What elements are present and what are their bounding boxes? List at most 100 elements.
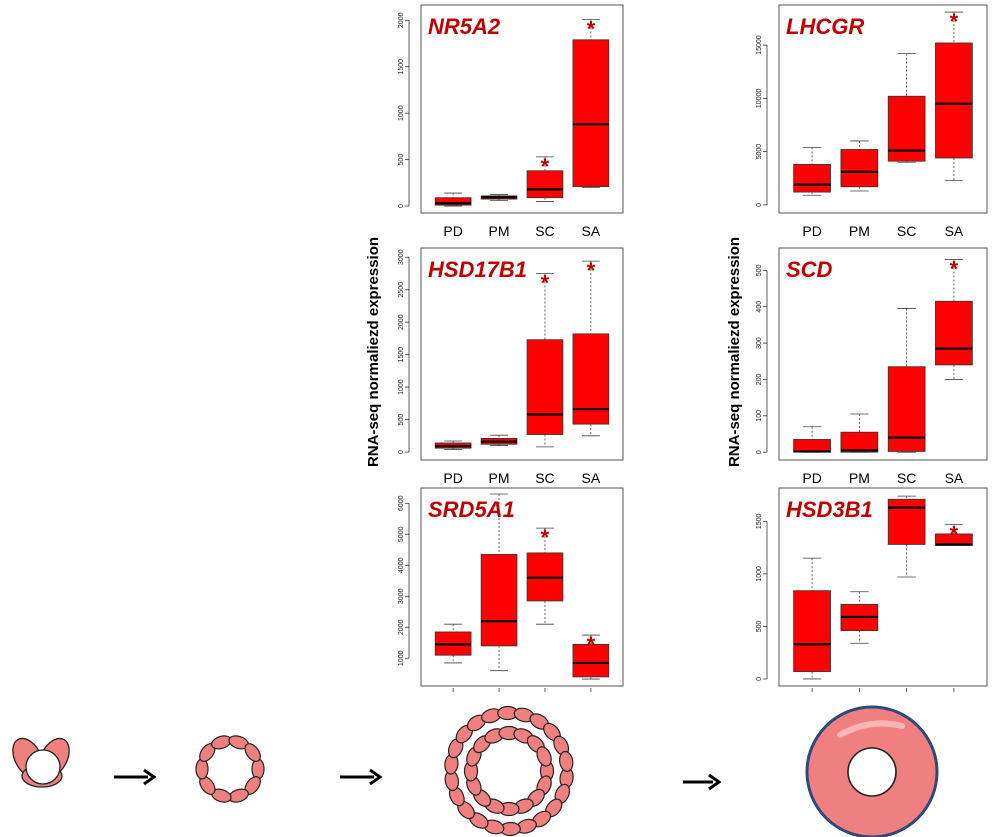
gene-title: HSD17B1 — [428, 257, 527, 282]
y-tick-label: 300 — [756, 337, 763, 349]
chart-panel: 0 500 1000 1500 2000 2500 3000 PD PM * SC * SA HSD17B… — [398, 247, 624, 486]
x-tick-label: PD — [802, 223, 821, 239]
granulosa-cell — [195, 758, 209, 780]
antrum — [847, 747, 897, 797]
chart-panel: 0 5000 10000 15000 PD PM SC * SA LHCGR — [756, 4, 988, 239]
significance-star: * — [950, 9, 959, 34]
box-PD — [793, 163, 831, 193]
y-tick-label: 1500 — [398, 59, 405, 75]
box-SA — [572, 39, 610, 187]
y-tick-label: 5000 — [398, 526, 405, 542]
arrow-head — [708, 773, 722, 791]
y-tick-label: 1000 — [398, 650, 405, 666]
x-tick-label: SA — [945, 223, 964, 239]
y-tick-label: 400 — [756, 301, 763, 313]
y-tick-label: 200 — [756, 374, 763, 386]
gene-title: SRD5A1 — [428, 497, 515, 522]
arrow-icon — [683, 773, 722, 791]
ylabel-left: RNA-seq normaliezd expression — [365, 237, 382, 467]
box-SC — [526, 339, 564, 435]
box-SA — [935, 300, 973, 366]
x-tick-label: PM — [849, 470, 870, 486]
gene-title: NR5A2 — [428, 14, 501, 39]
box-SA — [572, 333, 610, 425]
x-tick-label: SC — [535, 470, 554, 486]
follicle-primary-icon — [195, 735, 265, 803]
chart-panel: 0 500 1000 1500 * HSD3B1 — [756, 487, 988, 692]
y-tick-label: 100 — [756, 410, 763, 422]
arrow-head — [369, 768, 383, 786]
follicle-secondary-icon — [444, 705, 574, 837]
y-tick-label: 500 — [756, 620, 763, 632]
box-PD — [793, 439, 831, 453]
y-tick-label: 2000 — [398, 619, 405, 635]
significance-star: * — [950, 256, 959, 281]
follicle-schematic — [12, 705, 939, 837]
arrow-icon — [114, 768, 157, 786]
ylabel-right: RNA-seq normaliezd expression — [726, 237, 743, 467]
significance-star: * — [541, 525, 550, 550]
box-PD — [434, 197, 472, 206]
significance-star: * — [541, 270, 550, 295]
significance-star: * — [587, 16, 596, 41]
chart-panel: 0 100 200 300 400 500 PD PM SC * SA SCD — [756, 247, 988, 486]
x-tick-label: PD — [802, 470, 821, 486]
follicle-primordial-icon — [12, 737, 70, 788]
gene-title: SCD — [786, 257, 833, 282]
x-tick-label: PD — [443, 223, 462, 239]
granulosa-cell — [244, 743, 261, 762]
y-tick-label: 15000 — [756, 35, 763, 55]
box-SA — [572, 643, 610, 678]
x-tick-label: SA — [582, 470, 601, 486]
granulosa-cell — [558, 750, 574, 772]
box-PD — [793, 590, 831, 672]
granulosa-cell — [251, 758, 265, 780]
significance-star: * — [950, 521, 959, 546]
x-tick-label: PM — [489, 223, 510, 239]
y-tick-label: 2000 — [398, 314, 405, 330]
y-tick-label: 0 — [756, 677, 763, 681]
y-tick-label: 0 — [398, 204, 405, 208]
x-tick-label: SC — [897, 223, 916, 239]
y-tick-label: 5000 — [756, 144, 763, 160]
y-tick-label: 1000 — [398, 379, 405, 395]
gene-title: LHCGR — [786, 14, 864, 39]
arrow-head — [143, 768, 157, 786]
box-SC — [526, 170, 564, 199]
box-SC — [887, 498, 926, 545]
granulosa-cell — [536, 746, 552, 767]
significance-star: * — [587, 258, 596, 283]
x-tick-label: SC — [535, 223, 554, 239]
y-tick-label: 500 — [398, 154, 405, 166]
x-tick-label: PM — [849, 223, 870, 239]
follicle-antral-icon — [805, 705, 939, 837]
y-tick-label: 1500 — [398, 347, 405, 363]
y-tick-label: 500 — [756, 264, 763, 276]
highlight — [837, 720, 905, 738]
x-tick-label: SA — [582, 223, 601, 239]
y-tick-label: 3000 — [398, 249, 405, 265]
x-tick-label: PM — [489, 470, 510, 486]
y-tick-label: 500 — [398, 414, 405, 426]
box-SC — [887, 366, 926, 452]
gene-title: HSD3B1 — [786, 497, 873, 522]
box-PM — [480, 554, 518, 647]
oocyte — [25, 749, 61, 785]
chart-panel: 0 500 1000 1500 2000 PD PM * SC * SA NR5A2 — [398, 4, 624, 239]
box-SA — [935, 42, 973, 159]
y-tick-label: 0 — [756, 450, 763, 454]
x-tick-label: PD — [443, 470, 462, 486]
x-tick-label: SA — [945, 470, 964, 486]
y-tick-label: 3000 — [398, 588, 405, 604]
y-tick-label: 1000 — [398, 105, 405, 121]
box-PM — [840, 431, 879, 453]
y-tick-label: 0 — [398, 450, 405, 454]
y-tick-label: 1500 — [756, 513, 763, 529]
significance-star: * — [587, 632, 596, 657]
y-tick-label: 2000 — [398, 12, 405, 28]
arrow-icon — [340, 768, 383, 786]
y-tick-label: 10000 — [756, 89, 763, 109]
chart-panel: 1000 2000 3000 4000 5000 6000 * * SRD5A1 — [398, 487, 624, 692]
